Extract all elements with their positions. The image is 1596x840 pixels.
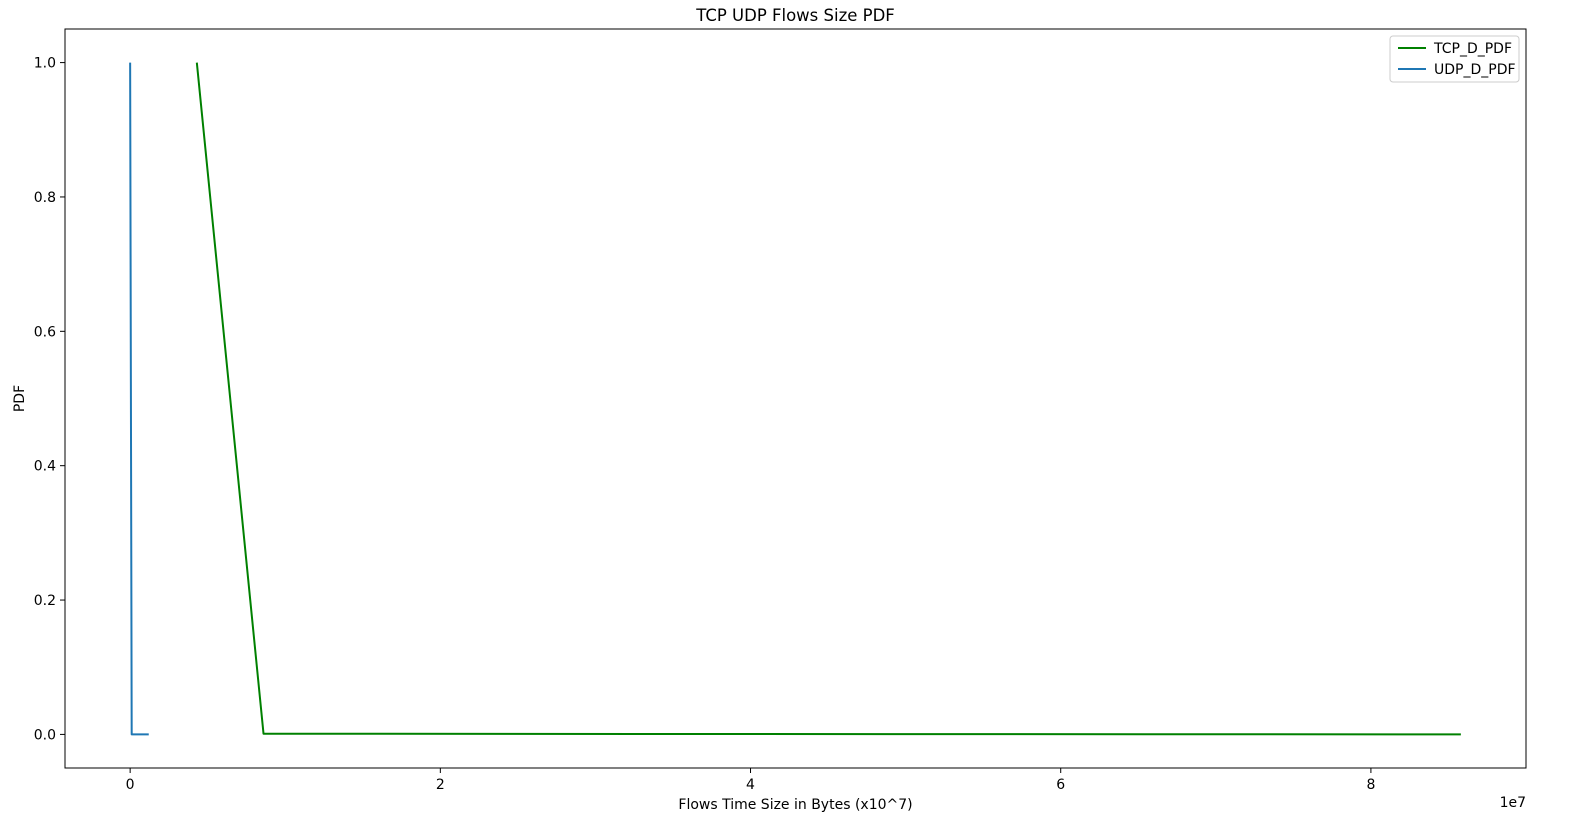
y-tick-label: 0.2 [34, 593, 56, 609]
series-line-tcp-d-pdf [195, 62, 1461, 736]
x-axis-offset-text: 1e7 [1500, 795, 1526, 811]
y-axis-label: PDF [12, 385, 28, 412]
x-axis-label: Flows Time Size in Bytes (x10^7) [678, 797, 912, 813]
x-axis: 0 2 4 6 8 [126, 768, 1375, 793]
series-line-udp-d-pdf [129, 62, 149, 736]
x-tick-label: 8 [1366, 777, 1375, 793]
y-tick-label: 1.0 [34, 56, 56, 72]
y-tick-label: 0.8 [34, 190, 56, 206]
x-tick-label: 2 [436, 777, 445, 793]
x-tick-label: 0 [126, 777, 135, 793]
plot-area [129, 62, 1461, 736]
plot-frame [64, 28, 1527, 769]
x-tick-label: 6 [1056, 777, 1065, 793]
legend-label: TCP_D_PDF [1433, 41, 1512, 57]
y-axis: 0.0 0.2 0.4 0.6 0.8 1.0 [34, 56, 65, 743]
chart-title: TCP UDP Flows Size PDF [695, 6, 895, 25]
legend: TCP_D_PDF UDP_D_PDF [1389, 35, 1520, 83]
y-tick-label: 0.4 [34, 459, 56, 475]
y-tick-label: 0.0 [34, 727, 56, 743]
y-tick-label: 0.6 [34, 324, 56, 340]
x-tick-label: 4 [746, 777, 755, 793]
legend-label: UDP_D_PDF [1434, 62, 1516, 78]
